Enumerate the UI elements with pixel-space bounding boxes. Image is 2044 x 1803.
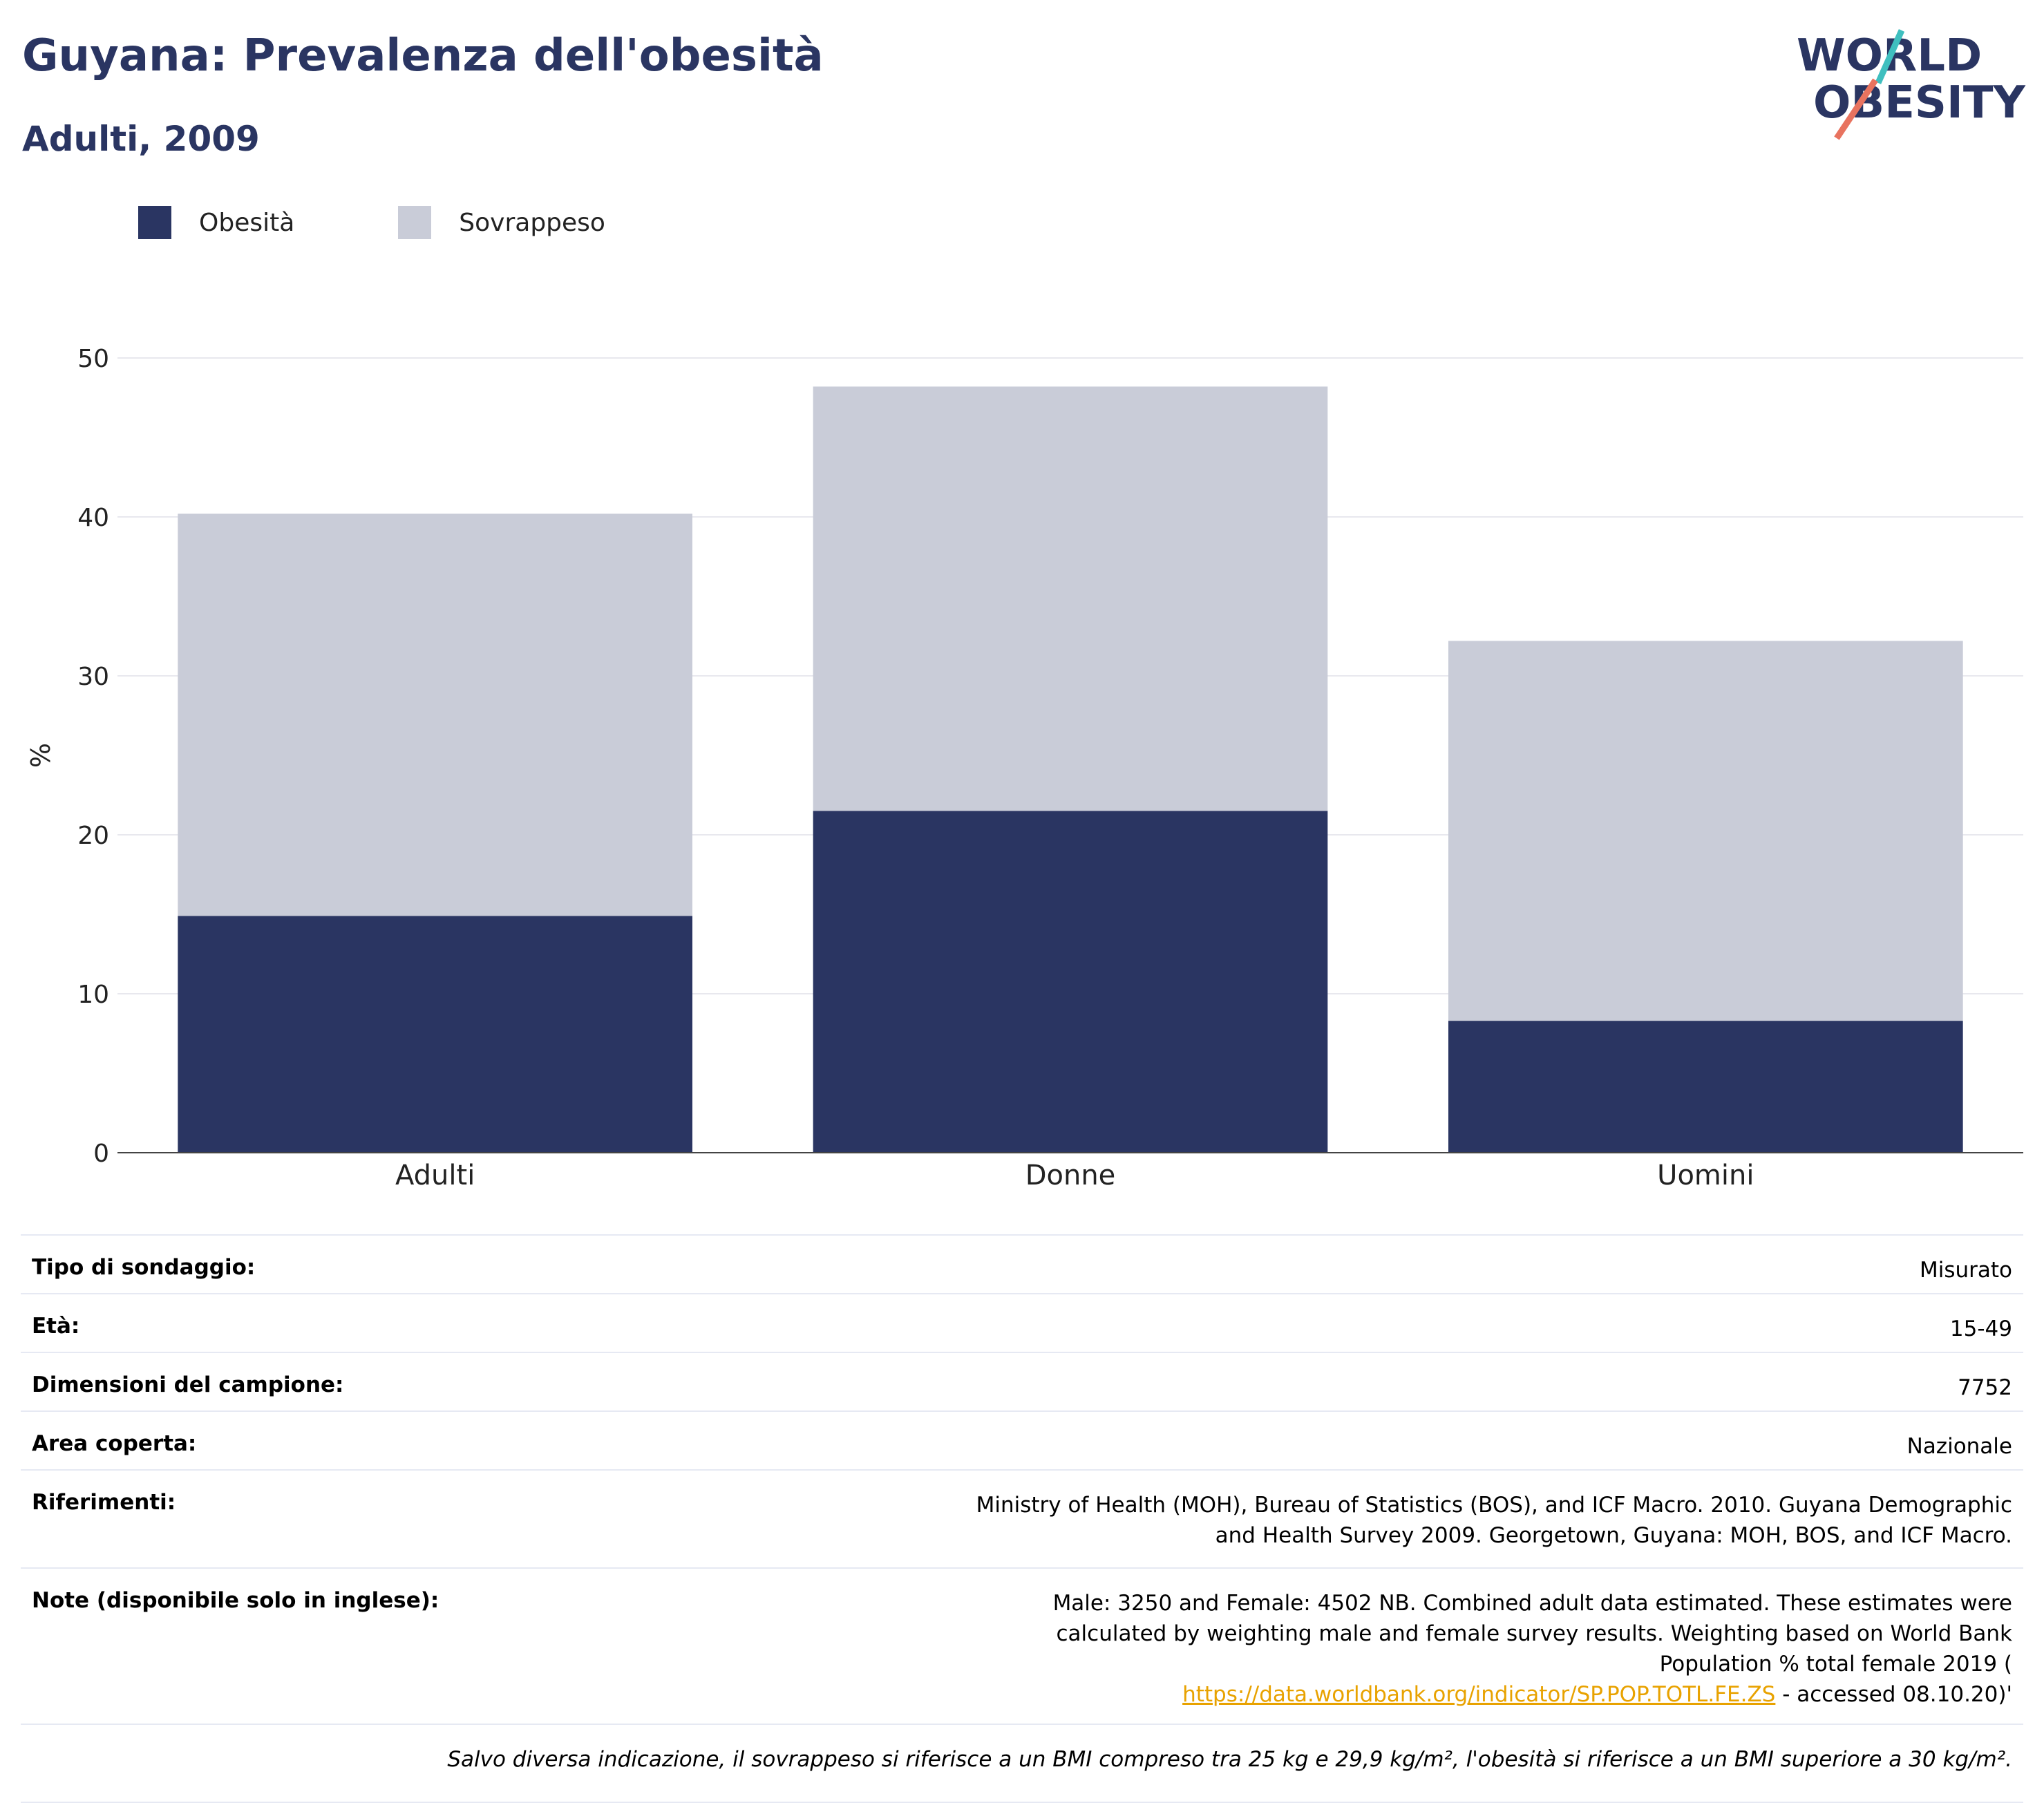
info-value: Misurato xyxy=(485,1234,2023,1294)
info-row-notes: Note (disponibile solo in inglese): Male… xyxy=(21,1567,2023,1724)
bar-obesity-donne xyxy=(813,811,1328,1153)
y-tick-label: 30 xyxy=(77,663,109,691)
info-label: Note (disponibile solo in inglese): xyxy=(21,1567,485,1724)
legend-item-overweight: Sovrappeso xyxy=(398,206,605,239)
info-label: Età: xyxy=(21,1293,485,1352)
notes-suffix: - accessed 08.10.20)' xyxy=(1775,1682,2012,1707)
info-label: Tipo di sondaggio: xyxy=(21,1234,485,1294)
chart-legend: Obesità Sovrappeso xyxy=(138,206,709,239)
logo-slash-coral xyxy=(1834,78,1878,140)
survey-info-table: Tipo di sondaggio: Misurato Età: 15-49 D… xyxy=(21,1234,2023,1803)
legend-label-obesity: Obesità xyxy=(199,208,295,237)
info-label: Dimensioni del campione: xyxy=(21,1352,485,1411)
info-row-sample-size: Dimensioni del campione: 7752 xyxy=(21,1352,2023,1411)
info-row-footnote: Salvo diversa indicazione, il sovrappeso… xyxy=(21,1724,2023,1803)
bar-chart: 0 10 20 30 40 50% Adulti Donne Uomini xyxy=(26,345,2023,1191)
y-tick-label: 50 xyxy=(77,345,109,373)
notes-text: Male: 3250 and Female: 4502 NB. Combined… xyxy=(1052,1591,2012,1677)
legend-swatch-obesity xyxy=(138,206,171,239)
y-axis-label: % xyxy=(26,743,56,768)
info-value: 15-49 xyxy=(485,1293,2023,1352)
info-label: Riferimenti: xyxy=(21,1469,485,1568)
logo-slash-teal xyxy=(1875,29,1905,84)
bar-overweight-adulti xyxy=(178,513,692,916)
bar-obesity-adulti xyxy=(178,916,692,1153)
page-subtitle: Adulti, 2009 xyxy=(22,119,260,159)
legend-label-overweight: Sovrappeso xyxy=(459,208,605,237)
bar-overweight-uomini xyxy=(1448,641,1963,1021)
info-value: 7752 xyxy=(485,1352,2023,1411)
page-title: Guyana: Prevalenza dell'obesità xyxy=(22,30,824,82)
info-value: Male: 3250 and Female: 4502 NB. Combined… xyxy=(485,1567,2023,1724)
y-tick-label: 20 xyxy=(77,822,109,850)
info-row-area: Area coperta: Nazionale xyxy=(21,1410,2023,1470)
y-tick-label: 40 xyxy=(77,504,109,532)
info-row-references: Riferimenti: Ministry of Health (MOH), B… xyxy=(21,1469,2023,1568)
world-obesity-logo: WORLD OBESITY xyxy=(1797,29,2025,140)
bar-overweight-donne xyxy=(813,386,1328,811)
info-row-survey-type: Tipo di sondaggio: Misurato xyxy=(21,1234,2023,1294)
y-tick-label: 0 xyxy=(93,1140,109,1168)
bar-obesity-uomini xyxy=(1448,1021,1963,1153)
legend-item-obesity: Obesità xyxy=(138,206,294,239)
info-value: Ministry of Health (MOH), Bureau of Stat… xyxy=(485,1469,2023,1568)
info-row-age: Età: 15-49 xyxy=(21,1293,2023,1352)
y-tick-label: 10 xyxy=(77,981,109,1009)
info-label: Area coperta: xyxy=(21,1410,485,1470)
x-tick-label: Donne xyxy=(1025,1160,1116,1191)
notes-link[interactable]: https://data.worldbank.org/indicator/SP.… xyxy=(1182,1682,1776,1707)
info-value: Nazionale xyxy=(485,1410,2023,1470)
x-tick-label: Uomini xyxy=(1657,1160,1754,1191)
x-tick-label: Adulti xyxy=(395,1160,475,1191)
footnote: Salvo diversa indicazione, il sovrappeso… xyxy=(21,1724,2023,1803)
legend-swatch-overweight xyxy=(398,206,432,239)
